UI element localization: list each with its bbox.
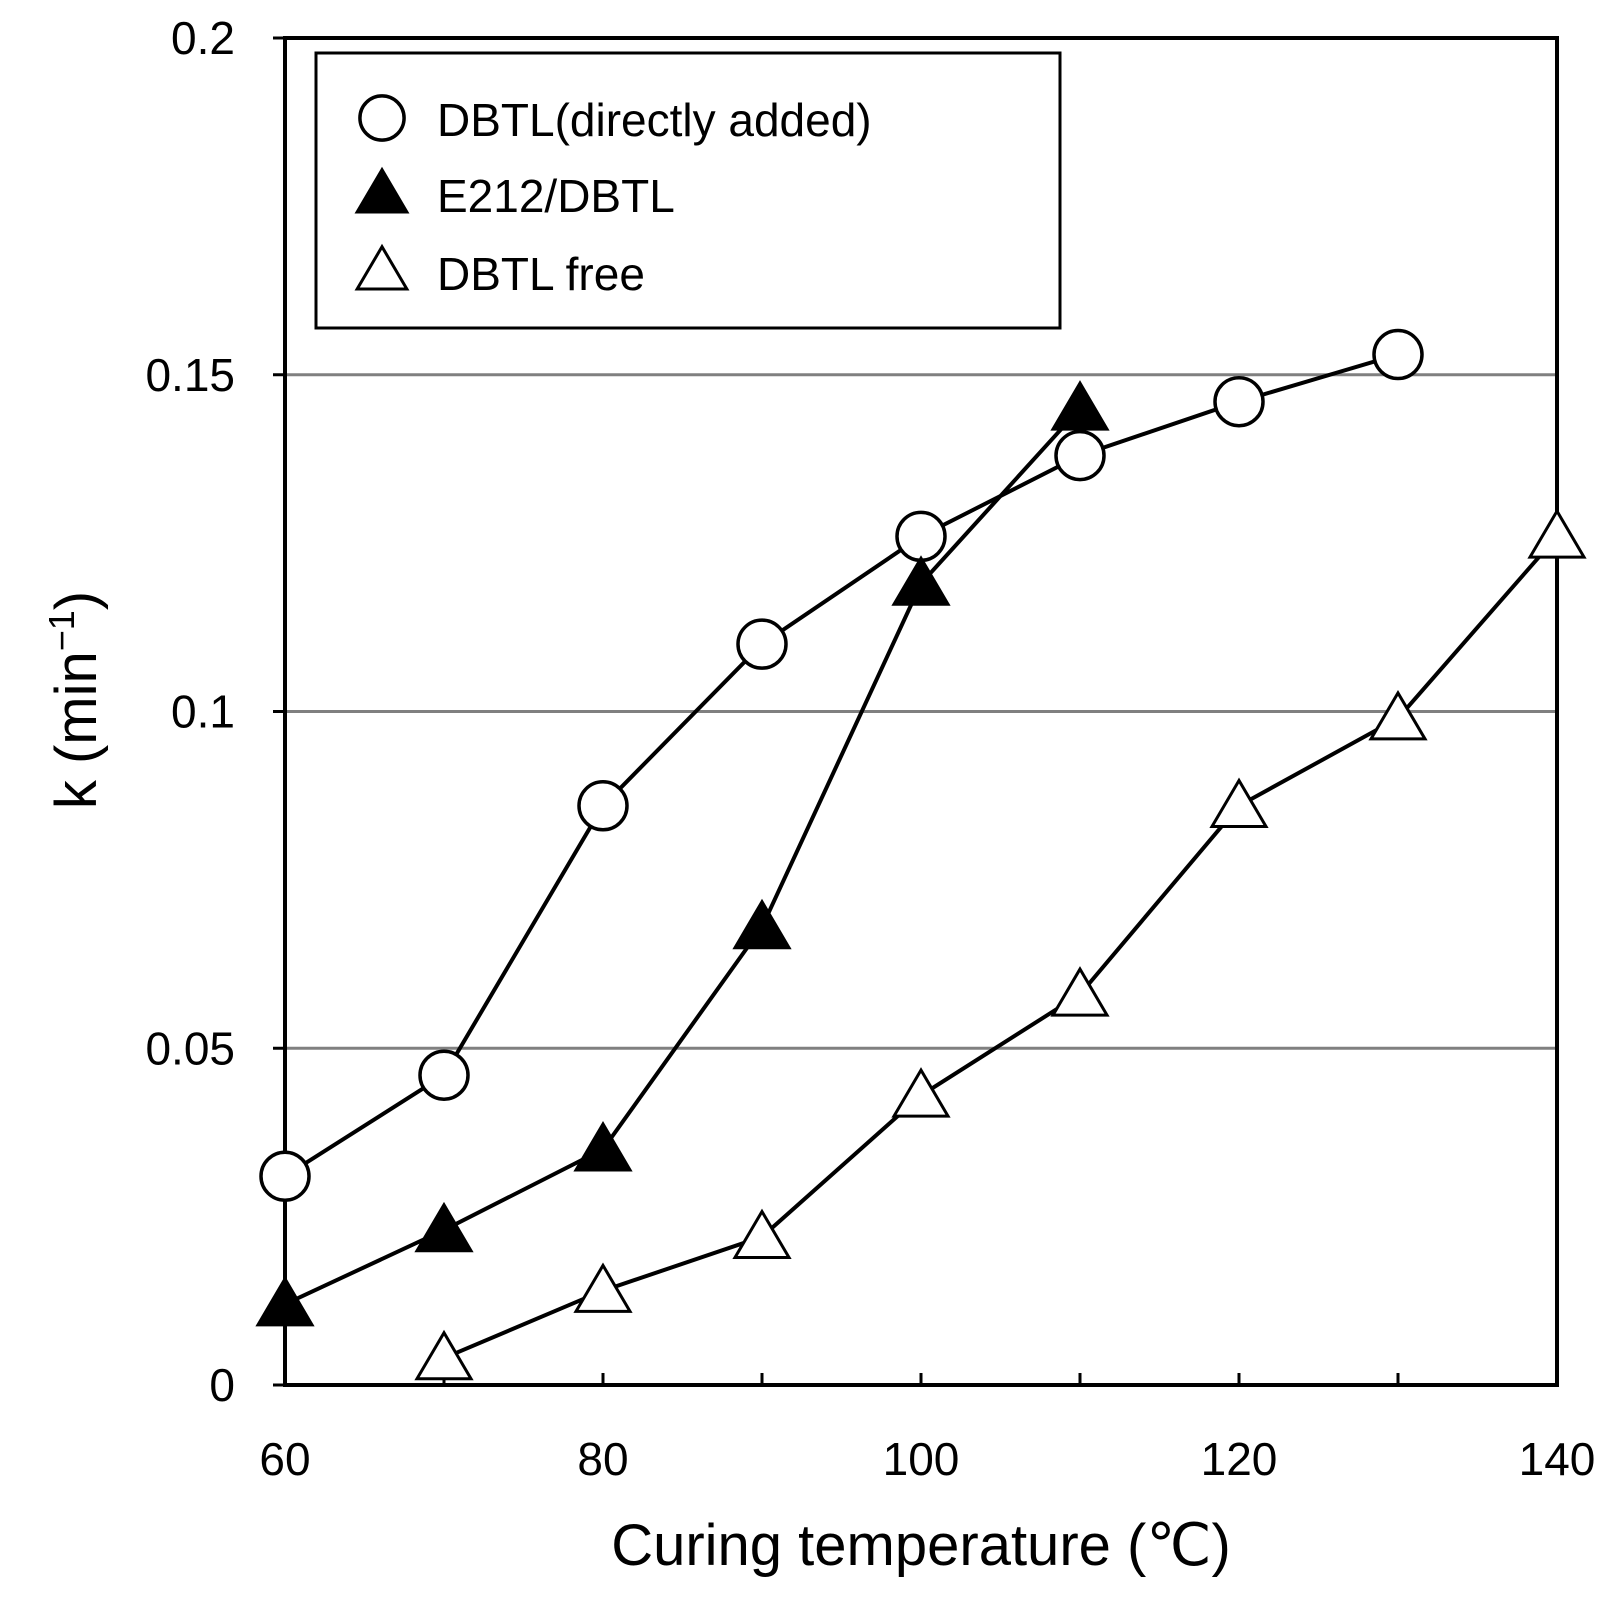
- data-point-s0-7: [1372, 328, 1424, 381]
- series-layer: [255, 328, 1587, 1381]
- legend-label-e212-dbtl: E212/DBTL: [437, 170, 675, 222]
- data-point-s1-3: [732, 898, 792, 950]
- x-tick-label: 80: [577, 1433, 628, 1485]
- series-line-0: [283, 352, 1399, 1178]
- series-line-2: [443, 535, 1559, 1360]
- data-point-s1-4: [891, 555, 951, 606]
- axis-ticks: [273, 36, 1559, 1387]
- series-line-1: [284, 407, 1082, 1306]
- data-point-s2-7: [1527, 508, 1587, 559]
- legend-markers: [354, 94, 410, 291]
- data-point-s2-3: [891, 1067, 951, 1118]
- legend-marker-2: [354, 243, 410, 291]
- legend-label-dbtl-directly-added: DBTL(directly added): [437, 94, 872, 146]
- y-axis-title: k (min−1): [41, 591, 109, 809]
- x-tick-label: 140: [1519, 1433, 1596, 1485]
- y-tick-labels: 0 0.05 0.1 0.15 0.2: [145, 12, 235, 1411]
- data-point-s0-0: [259, 1150, 311, 1202]
- data-point-s1-1: [414, 1201, 474, 1253]
- x-tick-label: 100: [883, 1433, 960, 1485]
- data-point-s1-0: [255, 1275, 315, 1327]
- series-2: [414, 508, 1587, 1381]
- data-point-s0-5: [1054, 429, 1106, 482]
- y-tick-label: 0.2: [171, 12, 235, 64]
- legend-marker-1: [354, 166, 410, 214]
- data-point-s2-5: [1209, 777, 1269, 828]
- y-axis-title-main: k (min: [44, 651, 109, 809]
- x-tick-label: 60: [259, 1433, 310, 1485]
- data-point-s1-2: [573, 1121, 633, 1172]
- legend-marker-0: [358, 94, 406, 142]
- data-point-s0-6: [1213, 375, 1265, 428]
- data-point-s0-2: [577, 780, 629, 832]
- data-point-s2-0: [414, 1329, 474, 1381]
- data-point-s1-5: [1050, 380, 1110, 431]
- legend-label-dbtl-free: DBTL free: [437, 248, 645, 300]
- data-point-s0-4: [895, 510, 947, 563]
- x-axis-title: Curing temperature (℃): [611, 1513, 1231, 1578]
- gridlines: [285, 373, 1557, 1050]
- data-point-s0-1: [418, 1049, 470, 1101]
- legend-box: [314, 51, 1062, 330]
- series-0: [259, 328, 1424, 1202]
- y-axis-title-sup: −1: [41, 610, 82, 651]
- y-tick-label: 0.05: [145, 1022, 235, 1074]
- data-point-s2-2: [732, 1208, 792, 1260]
- y-tick-label: 0.15: [145, 349, 235, 401]
- series-1: [255, 380, 1110, 1327]
- x-tick-label: 120: [1201, 1433, 1278, 1485]
- y-tick-label: 0.1: [171, 686, 235, 738]
- data-point-s2-6: [1368, 689, 1428, 741]
- y-tick-label: 0: [209, 1359, 235, 1411]
- legend: DBTL(directly added) E212/DBTL DBTL free: [314, 51, 1062, 330]
- data-point-s0-3: [736, 618, 788, 670]
- data-point-s2-1: [573, 1262, 633, 1313]
- x-tick-labels: 60 80 100 120 140: [259, 1433, 1595, 1485]
- y-axis-title-close: ): [44, 591, 109, 610]
- data-point-s2-4: [1050, 966, 1110, 1017]
